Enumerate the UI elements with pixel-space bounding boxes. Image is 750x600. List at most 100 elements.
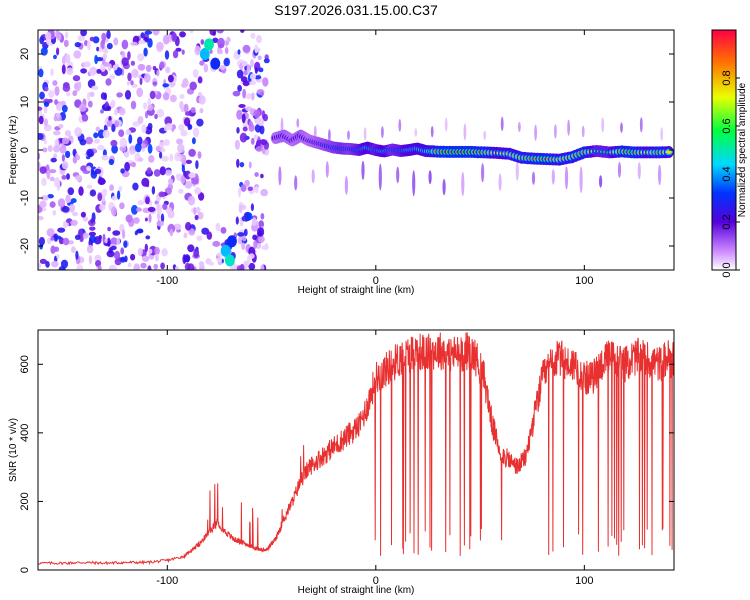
noise-speck	[167, 223, 176, 234]
noise-speck	[61, 64, 66, 75]
noise-speck	[140, 262, 147, 269]
snr-x-label: Height of straight line (km)	[298, 585, 415, 596]
noise-speck	[100, 92, 107, 100]
noise-speck	[179, 101, 184, 110]
noise-speck	[87, 40, 91, 51]
snr-xtick-label: -100	[156, 575, 178, 587]
noise-speck	[102, 129, 110, 139]
noise-speck	[136, 87, 144, 98]
noise-speck	[61, 154, 65, 162]
noise-speck	[107, 226, 111, 232]
spectrogram-x-ticks: -100 0 100	[156, 30, 594, 287]
noise-blob	[220, 244, 231, 257]
noise-streak	[564, 166, 569, 190]
noise-speck	[164, 169, 172, 176]
noise-speck	[147, 143, 153, 154]
noise-speck	[74, 127, 82, 137]
noise-speck	[188, 124, 193, 130]
noise-speck	[152, 30, 160, 36]
noise-speck	[39, 166, 47, 174]
noise-speck	[48, 169, 57, 174]
noise-speck	[162, 83, 170, 88]
noise-streak	[579, 166, 583, 194]
noise-streak	[531, 171, 536, 185]
noise-speck	[257, 227, 265, 237]
noise-streak	[430, 126, 434, 138]
noise-speck	[114, 257, 122, 266]
noise-speck	[187, 263, 195, 270]
noise-speck	[257, 117, 265, 127]
noise-speck	[87, 100, 93, 108]
noise-speck	[203, 63, 209, 73]
noise-speck	[130, 80, 134, 86]
noise-speck	[161, 155, 169, 162]
noise-speck	[62, 206, 70, 213]
noise-speck	[184, 180, 193, 189]
noise-speck	[238, 104, 246, 108]
noise-speck	[57, 198, 66, 208]
noise-streak	[414, 128, 418, 137]
noise-speck	[53, 246, 60, 252]
noise-speck	[103, 61, 110, 67]
noise-speck	[237, 49, 241, 55]
noise-speck	[114, 108, 119, 116]
noise-speck	[101, 154, 109, 161]
noise-speck	[50, 157, 57, 163]
noise-speck	[39, 91, 45, 100]
noise-speck	[50, 68, 54, 76]
noise-speck	[236, 69, 244, 79]
noise-speck	[52, 209, 57, 216]
noise-streak	[396, 166, 400, 184]
noise-speck	[131, 204, 138, 215]
noise-speck	[74, 234, 81, 240]
noise-speck	[43, 101, 50, 107]
noise-speck	[185, 221, 192, 231]
noise-speck	[197, 151, 202, 159]
noise-streak	[311, 169, 315, 184]
noise-speck	[89, 189, 97, 197]
noise-speck	[111, 206, 117, 217]
noise-speck	[187, 244, 195, 253]
noise-speck	[180, 175, 186, 185]
noise-speck	[54, 86, 60, 96]
noise-speck	[129, 162, 136, 167]
noise-speck	[156, 203, 160, 211]
noise-speck	[240, 204, 247, 210]
noise-speck	[50, 236, 55, 241]
noise-speck	[45, 261, 50, 268]
noise-speck	[145, 64, 152, 72]
noise-speck	[184, 117, 191, 127]
noise-streak	[601, 117, 605, 133]
noise-speck	[72, 75, 81, 82]
noise-speck	[148, 248, 153, 254]
snr-xtick-label: 0	[373, 575, 379, 587]
noise-speck	[199, 60, 205, 66]
noise-speck	[75, 175, 82, 181]
noise-speck	[212, 240, 221, 247]
noise-speck	[137, 53, 145, 62]
noise-speck	[180, 129, 188, 137]
colorbar: 0.0 0.2 0.4 0.6 0.8 Normalized spectral ampl…	[711, 29, 748, 278]
noise-speck	[167, 74, 174, 83]
noise-speck	[258, 67, 264, 73]
noise-speck	[261, 148, 266, 155]
noise-speck	[260, 213, 265, 220]
noise-speck	[38, 115, 44, 125]
noise-speck	[38, 215, 44, 221]
noise-speck	[245, 212, 253, 221]
noise-speck	[198, 192, 205, 201]
noise-speck	[124, 161, 130, 172]
noise-speck	[122, 229, 126, 239]
noise-speck	[38, 68, 44, 78]
noise-streak	[361, 160, 365, 180]
noise-speck	[49, 201, 56, 208]
noise-speck	[178, 124, 185, 132]
noise-speck	[53, 145, 60, 153]
noise-speck	[245, 93, 252, 100]
noise-speck	[242, 88, 247, 99]
noise-speck	[162, 203, 168, 211]
noise-speck	[144, 217, 148, 222]
snr-ytick-label: 0	[19, 567, 31, 573]
noise-speck	[234, 139, 240, 150]
